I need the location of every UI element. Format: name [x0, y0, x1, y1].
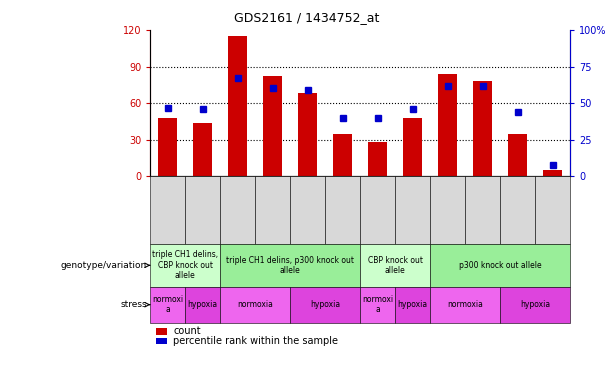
- Text: normoxia: normoxia: [447, 300, 483, 309]
- Text: GDS2161 / 1434752_at: GDS2161 / 1434752_at: [234, 11, 379, 24]
- Bar: [368, 142, 387, 176]
- Text: hypoxia: hypoxia: [310, 300, 340, 309]
- Text: CBP knock out
allele: CBP knock out allele: [368, 256, 422, 275]
- Bar: [228, 36, 247, 176]
- Text: triple CH1 delins, p300 knock out
allele: triple CH1 delins, p300 knock out allele: [226, 256, 354, 275]
- Text: normoxi
a: normoxi a: [362, 295, 393, 314]
- Bar: [438, 74, 457, 176]
- Bar: [263, 76, 282, 176]
- Bar: [298, 93, 318, 176]
- Text: p300 knock out allele: p300 knock out allele: [459, 261, 541, 270]
- Text: normoxi
a: normoxi a: [152, 295, 183, 314]
- Text: hypoxia: hypoxia: [398, 300, 428, 309]
- Text: triple CH1 delins,
CBP knock out
allele: triple CH1 delins, CBP knock out allele: [152, 251, 218, 280]
- Text: stress: stress: [121, 300, 147, 309]
- Text: percentile rank within the sample: percentile rank within the sample: [173, 336, 338, 346]
- Bar: [193, 123, 212, 176]
- Bar: [543, 170, 562, 176]
- Bar: [333, 134, 352, 176]
- Bar: [158, 118, 177, 176]
- Text: genotype/variation: genotype/variation: [61, 261, 147, 270]
- Bar: [508, 134, 527, 176]
- Text: count: count: [173, 327, 201, 336]
- Text: hypoxia: hypoxia: [188, 300, 218, 309]
- Text: hypoxia: hypoxia: [520, 300, 550, 309]
- Bar: [473, 81, 492, 176]
- Bar: [403, 118, 422, 176]
- Text: normoxia: normoxia: [237, 300, 273, 309]
